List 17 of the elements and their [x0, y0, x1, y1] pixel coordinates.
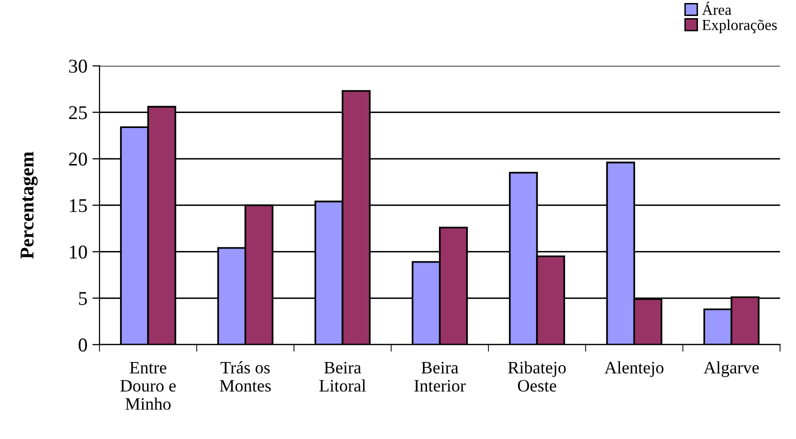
y-tick-label: 20: [69, 152, 87, 166]
y-axis-title: Percentagem: [20, 152, 38, 259]
x-tick-label: Alentejo: [604, 361, 664, 378]
x-tick-label: Trás os Montes: [220, 361, 271, 392]
y-tick-label: 10: [70, 246, 87, 259]
legend-label: Explorações: [702, 19, 777, 34]
y-tick-label: 5: [79, 292, 87, 306]
x-tick-label: Entre Douro e Minho: [120, 362, 176, 410]
x-tick-label: Ribatejo Oeste: [508, 361, 566, 392]
y-tick-label: 25: [69, 106, 87, 120]
x-tick-label: Beira Litoral: [319, 362, 366, 392]
legend-label: Área: [702, 2, 732, 15]
y-tick-label: 15: [70, 199, 87, 212]
x-tick-label: Beira Interior: [414, 362, 466, 392]
y-tick-label: 0: [78, 338, 87, 352]
x-tick-label: Algarve: [704, 361, 759, 378]
y-tick-label: 30: [69, 60, 87, 73]
